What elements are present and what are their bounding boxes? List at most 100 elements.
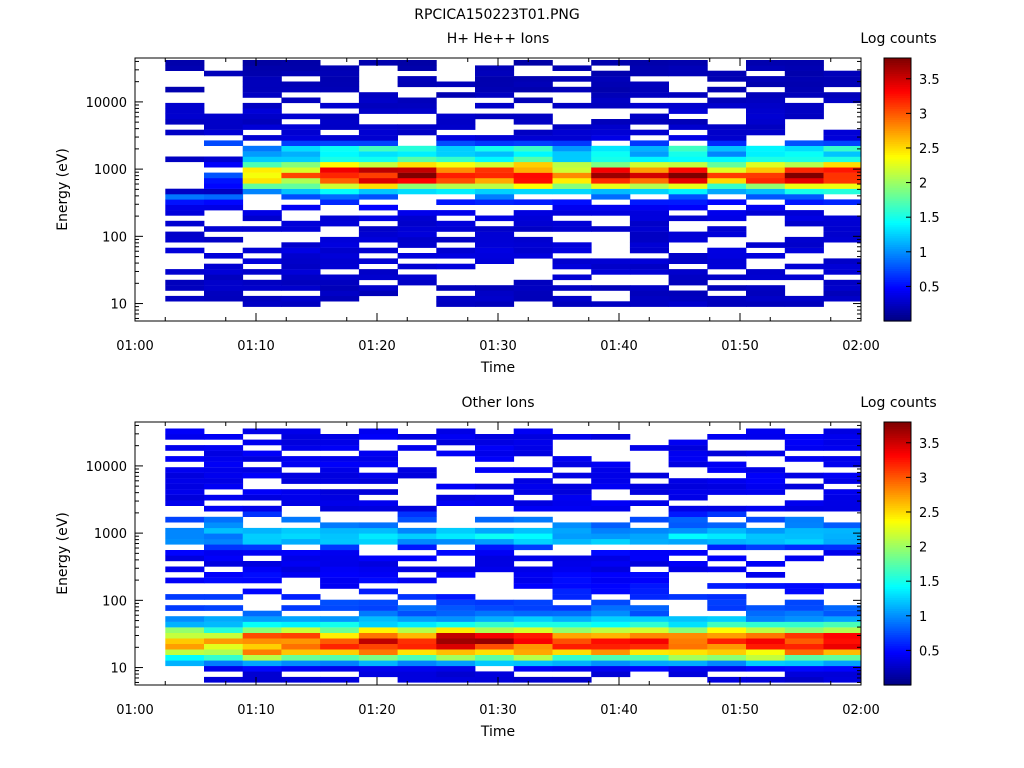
- heatmap-cell: [823, 226, 862, 232]
- heatmap-cell: [707, 135, 747, 141]
- heatmap-cell: [629, 220, 669, 227]
- heatmap-cell: [397, 102, 437, 109]
- heatmap-cell: [165, 594, 205, 600]
- heatmap-cell: [668, 621, 708, 628]
- heatmap-cell: [513, 516, 553, 523]
- heatmap-cell: [436, 428, 476, 435]
- heatmap-cell: [823, 178, 862, 184]
- heatmap-cell: [552, 533, 592, 540]
- heatmap-cell: [591, 145, 631, 152]
- heatmap-cell: [358, 500, 398, 506]
- heatmap-cell: [358, 527, 398, 534]
- heatmap-cell: [784, 588, 824, 595]
- heatmap-cell: [475, 253, 515, 259]
- x-tick-label: 01:50: [721, 339, 758, 354]
- heatmap-cell: [281, 226, 321, 232]
- heatmap-cell: [397, 467, 437, 473]
- heatmap-cell: [513, 538, 553, 545]
- heatmap-cell: [320, 279, 360, 286]
- heatmap-cell: [242, 178, 282, 184]
- heatmap-cell: [204, 616, 244, 622]
- heatmap-cell: [165, 156, 205, 163]
- colorbar-segment: [884, 163, 911, 166]
- heatmap-cell: [746, 129, 786, 136]
- heatmap-cell: [320, 660, 360, 667]
- colorbar-segment: [884, 540, 911, 544]
- heatmap-cell: [513, 167, 553, 173]
- colorbar-segment: [884, 211, 911, 215]
- heatmap-cell: [591, 194, 631, 200]
- heatmap-cell: [475, 671, 515, 678]
- colorbar-segment: [884, 68, 911, 72]
- colorbar-segment: [884, 483, 911, 487]
- heatmap-cell: [242, 269, 282, 275]
- heatmap-cell: [552, 472, 592, 479]
- heatmap-cell: [552, 156, 592, 163]
- heatmap-cell: [746, 544, 786, 551]
- heatmap-cell: [629, 516, 669, 523]
- heatmap-cell: [784, 102, 824, 109]
- heatmap-cell: [165, 577, 205, 584]
- heatmap-cell: [552, 456, 592, 462]
- heatmap-cell: [475, 555, 515, 562]
- heatmap-cell: [165, 445, 205, 451]
- heatmap-cell: [281, 161, 321, 168]
- colorbar-segment: [884, 478, 911, 482]
- heatmap-cell: [668, 301, 708, 307]
- heatmap-cell: [784, 178, 824, 184]
- heatmap-cell: [242, 527, 282, 534]
- colorbar-segment: [884, 174, 911, 177]
- heatmap-cell: [629, 649, 669, 655]
- heatmap-cell: [823, 92, 862, 98]
- heatmap-cell: [475, 533, 515, 540]
- heatmap-cell: [320, 199, 360, 205]
- heatmap-cell: [320, 124, 360, 130]
- colorbar-segment: [884, 549, 911, 552]
- heatmap-cell: [591, 643, 631, 650]
- heatmap-cell: [552, 285, 592, 291]
- colorbar-segment: [884, 577, 911, 581]
- heatmap-cell: [513, 544, 553, 551]
- heatmap-cell: [165, 236, 205, 243]
- heatmap-cell: [204, 70, 244, 77]
- heatmap-cell: [707, 467, 747, 473]
- heatmap-cell: [629, 483, 669, 490]
- heatmap-cell: [784, 483, 824, 490]
- heatmap-cell: [358, 188, 398, 195]
- heatmap-cell: [204, 550, 244, 556]
- heatmap-cell: [436, 638, 476, 644]
- heatmap-cell: [668, 538, 708, 545]
- heatmap-cell: [668, 445, 708, 451]
- colorbar-segment: [884, 424, 911, 427]
- heatmap-cell: [552, 616, 592, 622]
- heatmap-cell: [668, 279, 708, 286]
- heatmap-cell: [629, 60, 669, 66]
- heatmap-cell: [281, 538, 321, 545]
- heatmap-cell: [513, 119, 553, 125]
- heatmap-cell: [397, 231, 437, 238]
- heatmap-cell: [668, 616, 708, 622]
- heatmap-cell: [668, 671, 708, 678]
- colorbar-segment: [884, 566, 911, 570]
- heatmap-cell: [552, 621, 592, 628]
- y-ticks: [134, 58, 862, 321]
- heatmap-cell: [552, 274, 592, 281]
- heatmap-cell: [823, 638, 862, 644]
- heatmap-cell: [707, 676, 747, 683]
- heatmap-cell: [629, 92, 669, 98]
- heatmap-cell: [668, 60, 708, 66]
- colorbar: 0.5 1 1.5 2 2.5 3 3.5 Log counts: [860, 395, 940, 686]
- heatmap-cell: [204, 505, 244, 512]
- heatmap-cell: [707, 124, 747, 130]
- heatmap-cell: [165, 113, 205, 120]
- heatmap-cell: [436, 124, 476, 130]
- heatmap-cell: [513, 577, 553, 584]
- colorbar-segment: [884, 270, 911, 274]
- heatmap-cell: [436, 199, 476, 205]
- heatmap-cell: [784, 533, 824, 540]
- heatmap-cell: [397, 97, 437, 104]
- colorbar-segment: [884, 435, 911, 438]
- heatmap-cell: [320, 258, 360, 264]
- colorbar-segment: [884, 99, 911, 103]
- heatmap-cell: [746, 167, 786, 173]
